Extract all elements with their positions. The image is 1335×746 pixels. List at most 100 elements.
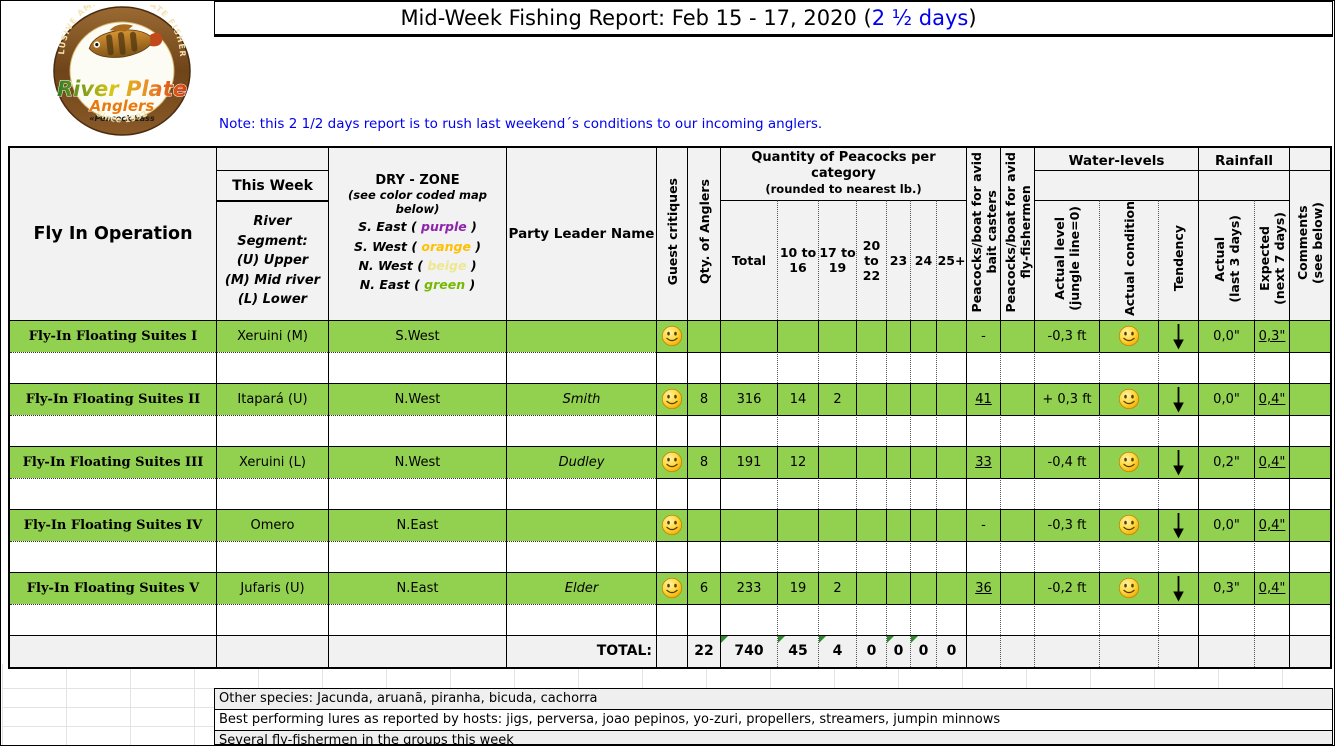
cat-10-16-cell[interactable]: 12	[777, 445, 818, 478]
tendency-cell[interactable]	[1158, 508, 1198, 541]
cat-24-cell[interactable]	[910, 603, 936, 635]
guest-critique-cell[interactable]	[656, 319, 687, 352]
cat-20-22-cell[interactable]	[856, 508, 886, 541]
cat-17-19-cell[interactable]	[818, 603, 856, 635]
header-peacocks-group[interactable]: Quantity of Peacocks per category (rounde…	[720, 148, 966, 200]
fly-fishermen-cell[interactable]	[1000, 508, 1034, 541]
water-condition-cell[interactable]	[1099, 445, 1158, 478]
header-rain-actual[interactable]: Actual (last 3 days)	[1198, 200, 1254, 320]
header-guest-critiques[interactable]: Guest critiques	[656, 148, 687, 320]
river-segment-cell[interactable]	[216, 603, 328, 635]
header-qty-anglers[interactable]: Qty. of Anglers	[687, 148, 720, 320]
tendency-cell[interactable]	[1158, 382, 1198, 415]
cat-24-cell[interactable]	[910, 351, 936, 383]
total-cell[interactable]: 740	[720, 634, 777, 667]
bait-casters-cell[interactable]	[966, 540, 1000, 572]
river-segment-cell[interactable]	[216, 477, 328, 509]
tendency-cell[interactable]	[1158, 540, 1198, 572]
header-this-week[interactable]: This Week	[216, 170, 328, 200]
river-segment-cell[interactable]	[216, 540, 328, 572]
guest-critique-cell[interactable]	[656, 477, 687, 509]
header-fly-in-operation[interactable]: Fly In Operation	[10, 148, 216, 320]
cat-25plus-cell[interactable]	[936, 540, 966, 572]
dry-zone-cell[interactable]: N.West	[328, 382, 506, 415]
total-label-cell[interactable]: TOTAL:	[506, 634, 656, 667]
operation-name-cell[interactable]: Fly-In Floating Suites III	[10, 445, 216, 478]
qty-anglers-cell[interactable]: 8	[687, 382, 720, 415]
note-other-species[interactable]: Other species: Jacunda, aruanã, piranha,…	[214, 688, 1333, 710]
header-river-segment[interactable]: River Segment: (U) Upper (M) Mid river (L) …	[216, 200, 328, 320]
total-cell[interactable]	[720, 508, 777, 541]
dry-zone-cell[interactable]	[328, 477, 506, 509]
header-rainfall[interactable]: Rainfall	[1198, 148, 1289, 170]
water-level-cell[interactable]	[1034, 634, 1099, 667]
cat-24-cell[interactable]	[910, 477, 936, 509]
header-water-strip[interactable]	[1034, 170, 1198, 200]
guest-critique-cell[interactable]	[656, 603, 687, 635]
cat-23-cell[interactable]	[886, 477, 910, 509]
rain-expected-cell[interactable]	[1254, 477, 1289, 509]
bait-casters-cell[interactable]	[966, 477, 1000, 509]
cat-25plus-cell[interactable]: 0	[936, 634, 966, 667]
header-col-23[interactable]: 23	[886, 200, 910, 320]
guest-critique-cell[interactable]	[656, 351, 687, 383]
cat-25plus-cell[interactable]	[936, 508, 966, 541]
cat-23-cell[interactable]	[886, 571, 910, 604]
qty-anglers-cell[interactable]	[687, 319, 720, 352]
fly-fishermen-cell[interactable]	[1000, 603, 1034, 635]
bait-casters-cell[interactable]: -	[966, 319, 1000, 352]
operation-name-cell[interactable]	[10, 540, 216, 572]
header-actual-condition[interactable]: Actual condition	[1099, 200, 1158, 320]
party-leader-cell[interactable]	[506, 603, 656, 635]
water-level-cell[interactable]	[1034, 540, 1099, 572]
party-leader-cell[interactable]	[506, 477, 656, 509]
cat-24-cell[interactable]	[910, 319, 936, 352]
cat-10-16-cell[interactable]	[777, 603, 818, 635]
header-this-week-strip[interactable]	[216, 148, 328, 170]
guest-critique-cell[interactable]	[656, 634, 687, 667]
total-cell[interactable]: 233	[720, 571, 777, 604]
operation-name-cell[interactable]: Fly-In Floating Suites V	[10, 571, 216, 604]
total-cell[interactable]	[720, 603, 777, 635]
header-col-17-19[interactable]: 17 to 19	[818, 200, 856, 320]
water-level-cell[interactable]: -0,2 ft	[1034, 571, 1099, 604]
cat-10-16-cell[interactable]	[777, 414, 818, 446]
river-segment-cell[interactable]: Xeruini (L)	[216, 445, 328, 478]
qty-anglers-cell[interactable]	[687, 414, 720, 446]
dry-zone-cell[interactable]	[328, 540, 506, 572]
total-cell[interactable]	[720, 351, 777, 383]
total-cell[interactable]: 191	[720, 445, 777, 478]
rain-actual-cell[interactable]	[1198, 634, 1254, 667]
cat-17-19-cell[interactable]	[818, 319, 856, 352]
operation-name-cell[interactable]: Fly-In Floating Suites I	[10, 319, 216, 352]
comments-cell[interactable]	[1289, 382, 1330, 415]
fly-fishermen-cell[interactable]	[1000, 540, 1034, 572]
operation-name-cell[interactable]	[10, 634, 216, 667]
header-water-levels[interactable]: Water-levels	[1034, 148, 1198, 170]
party-leader-cell[interactable]	[506, 508, 656, 541]
comments-cell[interactable]	[1289, 319, 1330, 352]
rain-expected-cell[interactable]: 0,4"	[1254, 445, 1289, 478]
water-condition-cell[interactable]	[1099, 351, 1158, 383]
cat-23-cell[interactable]	[886, 508, 910, 541]
cat-24-cell[interactable]	[910, 540, 936, 572]
cat-10-16-cell[interactable]	[777, 319, 818, 352]
comments-cell[interactable]	[1289, 414, 1330, 446]
cat-23-cell[interactable]	[886, 382, 910, 415]
fly-fishermen-cell[interactable]	[1000, 382, 1034, 415]
rain-actual-cell[interactable]: 0,3"	[1198, 571, 1254, 604]
cat-20-22-cell[interactable]	[856, 445, 886, 478]
guest-critique-cell[interactable]	[656, 382, 687, 415]
note-fly-fishermen[interactable]: Several fly-fishermen in the groups this…	[214, 730, 1333, 745]
bait-casters-cell[interactable]: 36	[966, 571, 1000, 604]
tendency-cell[interactable]	[1158, 414, 1198, 446]
tendency-cell[interactable]	[1158, 319, 1198, 352]
header-comments-strip[interactable]	[1289, 148, 1330, 170]
cat-23-cell[interactable]	[886, 540, 910, 572]
cat-25plus-cell[interactable]	[936, 571, 966, 604]
rain-expected-cell[interactable]	[1254, 634, 1289, 667]
cat-10-16-cell[interactable]	[777, 477, 818, 509]
tendency-cell[interactable]	[1158, 477, 1198, 509]
header-col-10-16[interactable]: 10 to 16	[777, 200, 818, 320]
rain-expected-cell[interactable]: 0,3"	[1254, 319, 1289, 352]
